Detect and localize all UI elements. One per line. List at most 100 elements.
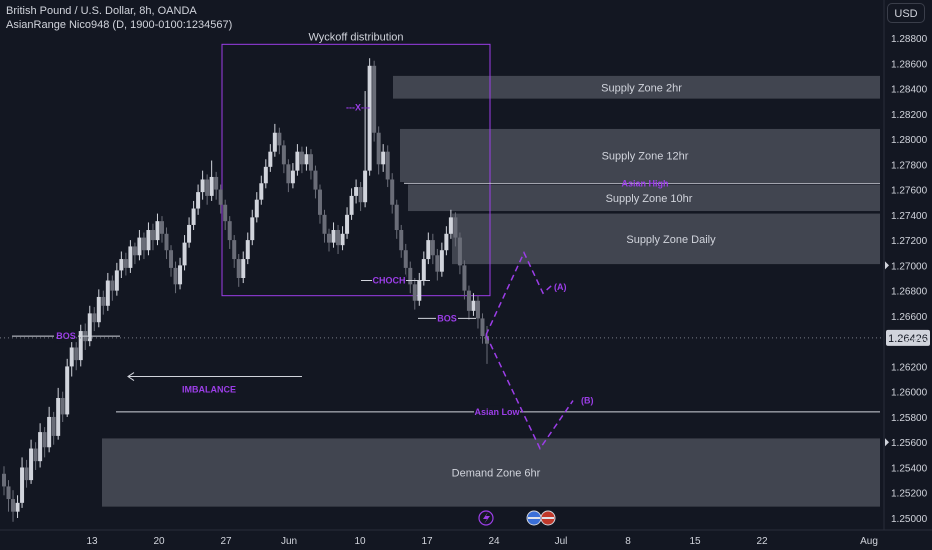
candle-body — [178, 265, 183, 285]
y-tick-label: 1.25600 — [891, 438, 928, 449]
candle-body — [345, 214, 350, 234]
candle — [250, 209, 255, 246]
x-tick-label: 13 — [86, 536, 98, 547]
y-tick-label: 1.27200 — [891, 236, 928, 247]
candle-body — [236, 259, 241, 278]
candle — [223, 199, 228, 230]
candle-body — [457, 237, 462, 266]
candle-body — [304, 154, 309, 165]
candle — [187, 217, 192, 248]
candle — [150, 223, 155, 251]
y-tick-label: 1.26400 — [891, 337, 928, 348]
candle — [317, 184, 322, 224]
candle-body — [399, 230, 404, 251]
candle — [331, 222, 336, 248]
candle-body — [480, 318, 485, 337]
candle-body — [250, 217, 255, 241]
candle-body — [475, 300, 480, 319]
y-tick-label: 1.26200 — [891, 362, 928, 373]
candle-body — [286, 164, 291, 184]
candle-body — [299, 151, 304, 165]
candle-body — [444, 233, 449, 251]
candle — [457, 232, 462, 275]
candle — [105, 272, 110, 311]
x-marker-label: ---X--- — [346, 102, 370, 112]
candle-body — [241, 259, 246, 278]
candle-body — [150, 230, 155, 241]
candle-body — [20, 467, 25, 503]
candle-body — [132, 246, 137, 256]
lightning-circle — [478, 510, 494, 526]
candle — [286, 159, 291, 193]
candle — [453, 212, 458, 247]
scenario-a-label: (A) — [554, 282, 567, 292]
candle-body — [141, 237, 146, 251]
y-tick-label: 1.25200 — [891, 489, 928, 500]
candle-body — [223, 204, 228, 222]
lightning-icon[interactable] — [478, 510, 494, 526]
candle-body — [218, 189, 223, 205]
candle — [132, 242, 137, 265]
scenario-b-path — [485, 334, 574, 451]
candle — [363, 91, 368, 208]
wyckoff-box — [221, 43, 491, 297]
candle-body — [259, 183, 264, 200]
bos-right-label-bg — [436, 312, 458, 325]
candle-body — [408, 267, 413, 285]
candle-body — [105, 280, 110, 306]
candle — [205, 174, 210, 205]
candle — [173, 261, 178, 294]
candle — [308, 149, 313, 180]
y-tick-label: 1.27400 — [891, 211, 928, 222]
current-price-label: 1.26426 — [888, 333, 928, 345]
candle — [290, 163, 295, 189]
asian-low-label: Asian Low — [474, 407, 520, 417]
currency-button[interactable]: USD — [887, 3, 925, 23]
candle — [327, 228, 332, 252]
candle-body — [272, 132, 277, 152]
candle — [268, 144, 273, 172]
candle — [232, 235, 237, 268]
candle-body — [367, 65, 372, 171]
candle-body — [435, 255, 440, 272]
candle — [47, 406, 52, 453]
candle — [29, 439, 34, 484]
candle-body — [196, 192, 201, 209]
candle — [146, 222, 151, 256]
candle — [128, 240, 133, 273]
us-uk-flag-icon[interactable] — [526, 510, 556, 526]
candle-body — [2, 473, 6, 487]
x-tick-label: 24 — [488, 536, 500, 547]
zone-label: Demand Zone 6hr — [452, 468, 541, 480]
axis-marker — [885, 438, 889, 447]
asian-high-label: Asian High — [621, 178, 668, 188]
candle — [20, 457, 25, 508]
candle — [15, 495, 20, 518]
candle — [263, 159, 268, 189]
candle — [439, 242, 444, 277]
candle — [254, 192, 259, 223]
bos-right-label: BOS — [437, 313, 457, 323]
y-tick-label: 1.27600 — [891, 186, 928, 197]
candle-body — [430, 240, 435, 256]
candle-body — [24, 467, 29, 481]
candle — [2, 466, 6, 496]
candle-body — [200, 179, 205, 193]
candle-body — [159, 221, 164, 234]
candle-body — [87, 313, 92, 342]
candle — [178, 257, 183, 290]
candle-body — [56, 398, 61, 436]
candle — [218, 184, 223, 214]
y-tick-label: 1.25000 — [891, 514, 928, 525]
candle — [444, 226, 449, 256]
candle — [399, 224, 404, 258]
candle — [313, 165, 318, 199]
candle-body — [69, 347, 74, 367]
candle — [435, 248, 440, 281]
candle — [51, 411, 56, 445]
candle-body — [372, 65, 377, 133]
candle — [74, 341, 79, 371]
x-tick-label: Aug — [860, 536, 878, 547]
candle-body — [290, 170, 295, 184]
